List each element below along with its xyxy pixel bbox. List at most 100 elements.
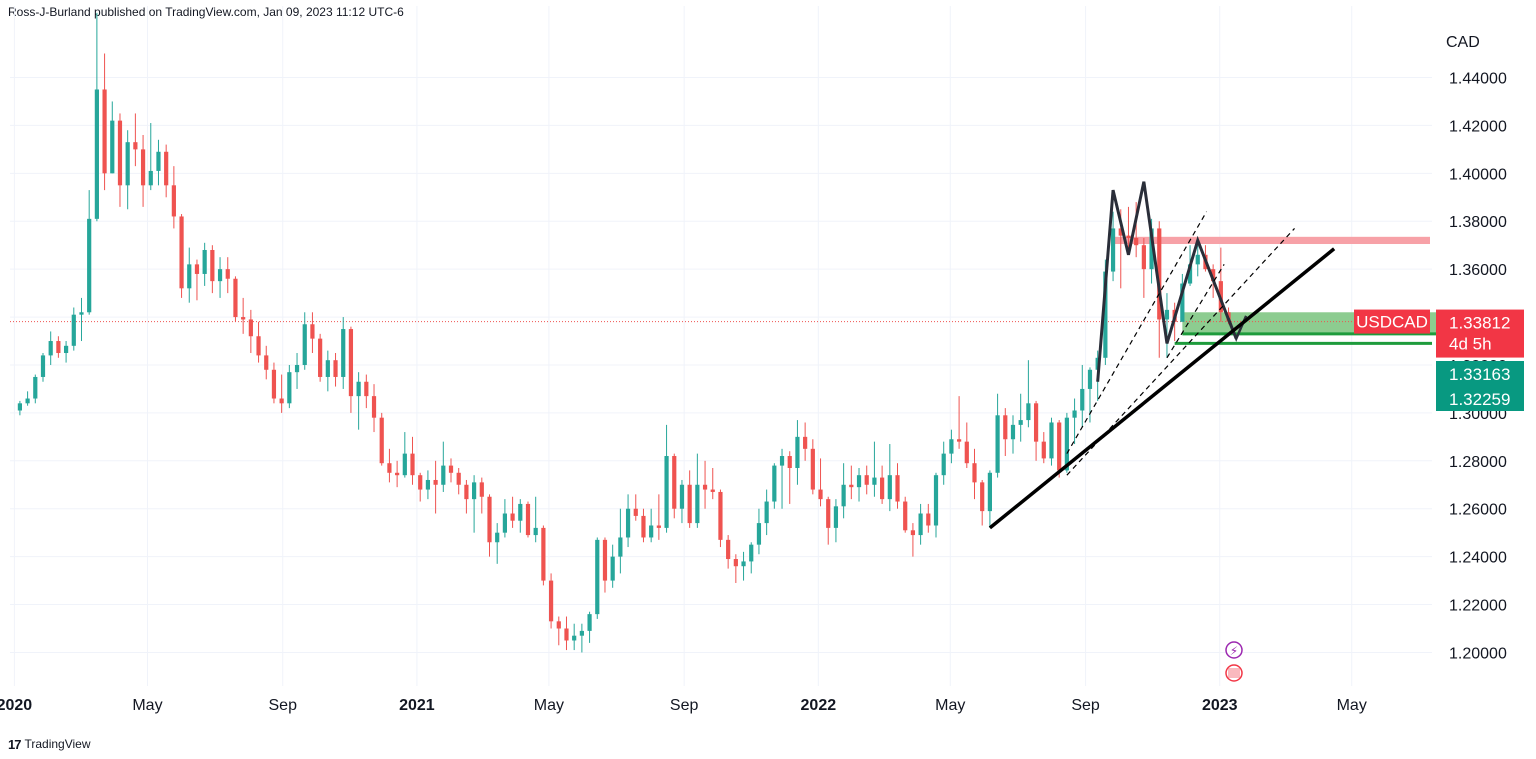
candle [271, 362, 277, 404]
footer-brand[interactable]: 17 TradingView [8, 735, 91, 753]
candle [956, 396, 962, 449]
candle-body [40, 355, 46, 377]
candle [849, 465, 854, 500]
candle [63, 341, 69, 363]
candle [1080, 364, 1085, 428]
candle-body [733, 559, 738, 567]
candle [479, 477, 484, 514]
candle [525, 501, 531, 538]
candle-body [533, 527, 538, 536]
symbol-tag [1354, 309, 1430, 334]
candle-body [803, 436, 808, 449]
candle-body [595, 539, 600, 615]
candle [225, 257, 230, 294]
candle [980, 479, 985, 526]
x-tick-label: 2020 [0, 697, 32, 714]
drawings [988, 181, 1336, 530]
candle [964, 422, 969, 468]
candle-body [856, 475, 862, 488]
countdown-label: 4d 5h [1449, 335, 1492, 354]
candle [164, 144, 169, 198]
candle [695, 453, 700, 528]
candle [87, 190, 92, 315]
candle-body [479, 482, 484, 497]
candle-body [325, 360, 330, 377]
candle-body [687, 484, 692, 524]
candle [1033, 400, 1039, 461]
candle-body [956, 439, 962, 442]
candle-body [433, 479, 438, 485]
candle [918, 503, 923, 545]
candle-body [1080, 388, 1085, 411]
candle-body [718, 491, 723, 540]
candle-body [972, 463, 977, 483]
candle-body [348, 329, 354, 397]
candle-body [225, 269, 230, 279]
candle [425, 470, 431, 500]
candle [1126, 206, 1131, 250]
candle [749, 542, 754, 574]
candle-body [826, 499, 831, 528]
candle [895, 463, 900, 509]
candle-body [395, 472, 400, 476]
candle [125, 130, 130, 210]
candle-body [56, 341, 61, 354]
candle-body [1087, 369, 1093, 389]
candle-body [772, 465, 777, 502]
candle-body [402, 453, 407, 476]
candle-body [1041, 441, 1046, 459]
candle [333, 353, 338, 387]
candle-body [233, 278, 238, 318]
candle [233, 276, 238, 322]
candle-body [1141, 245, 1146, 270]
candle-body [287, 372, 292, 404]
candle [318, 333, 323, 382]
level-label-1: 1.33163 [1449, 365, 1510, 384]
candle-body [1003, 415, 1008, 440]
candle [856, 467, 862, 502]
candle-body [194, 264, 200, 274]
candle [572, 623, 577, 651]
candle [1110, 211, 1116, 282]
symbol-tag-label: USDCAD [1356, 313, 1428, 332]
event-icons[interactable]: ⚡ [1225, 641, 1243, 682]
candle [733, 554, 738, 583]
candle-body [510, 513, 515, 521]
candle-body [1195, 254, 1200, 265]
candle [379, 412, 384, 466]
candle-body [464, 484, 469, 500]
candle-body [964, 441, 969, 464]
event-flash-icon[interactable] [1225, 641, 1243, 659]
candle-body [810, 448, 815, 490]
candles [17, 12, 1231, 653]
candle [133, 113, 138, 167]
candle [872, 441, 877, 497]
last-price-tag [1436, 309, 1524, 358]
candle [140, 135, 146, 207]
candle-body [487, 496, 492, 543]
candle [171, 166, 176, 229]
candle [510, 496, 515, 528]
candle-body [1026, 403, 1031, 421]
candle-body [610, 556, 615, 581]
candle [464, 479, 469, 514]
tradingview-logo-icon: 17 [8, 736, 22, 752]
candle-body [1157, 228, 1162, 320]
candle [1164, 293, 1170, 358]
candle-body [949, 439, 954, 454]
candle [556, 616, 561, 646]
candle [795, 420, 800, 485]
x-tick-label: 2021 [399, 697, 435, 714]
candle-body [1126, 235, 1131, 239]
candle-body [587, 614, 592, 631]
us-flag-icon[interactable] [1225, 664, 1243, 682]
resistance-zone [1113, 236, 1430, 245]
price-chart[interactable]: CAD 1.44000 1.42000 1.40000 1.38000 1.36000 1.… [0, 0, 1536, 730]
candle [710, 467, 715, 500]
x-axis[interactable]: 2020 May Sep 2021 May Sep 2022 May Sep 2023 May [0, 697, 1367, 714]
candle-body [841, 484, 846, 507]
candle-body [1134, 238, 1139, 246]
candle-body [541, 527, 546, 581]
candle-body [1049, 422, 1054, 459]
candle [641, 508, 646, 543]
